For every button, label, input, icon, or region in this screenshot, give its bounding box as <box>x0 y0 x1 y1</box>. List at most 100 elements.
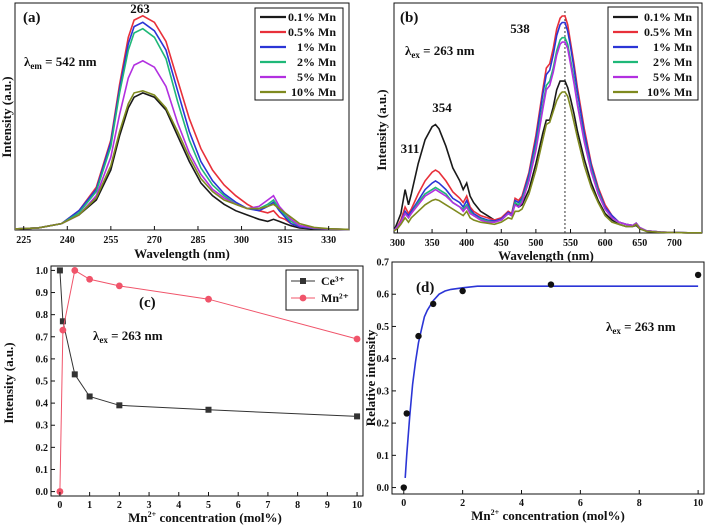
panel-c-point-ce <box>116 402 123 409</box>
panel-d-ticks: 0 2 4 6 8 10 0.0 0.1 0.2 0.3 0.4 0.5 0.6 0.7 <box>377 258 704 510</box>
panel-c-x-tick-label: 4 <box>176 500 181 511</box>
panel-d-lambda-ex: λex = 263 nm <box>606 319 676 336</box>
panel-a-x-tick-label: 300 <box>234 235 249 246</box>
panel-d-data-point <box>694 271 702 279</box>
panel-d-x-tick-label: 4 <box>519 498 524 509</box>
panel-b-series-group <box>393 15 702 234</box>
panel-a-legend-label: 10% Mn <box>291 85 336 99</box>
panel-c-legend-swatch-marker <box>300 278 306 284</box>
panel-b-x-axis-title: Wavelength (nm) <box>498 248 594 263</box>
panel-c-point-mn <box>59 326 67 334</box>
panel-c-x-tick-label: 6 <box>236 500 241 511</box>
panel-c-y-tick-label: 0.7 <box>36 332 49 343</box>
panel-d-y-tick-label: 0.5 <box>377 322 390 333</box>
panel-d-x-tick-label: 2 <box>460 498 465 509</box>
panel-b-frame <box>393 2 703 234</box>
panel-b-x-ticks: 300 350 400 450 500 550 600 650 700 <box>390 229 682 249</box>
panel-b-x-tick-label: 550 <box>563 238 578 249</box>
panel-d-frame <box>391 261 705 495</box>
panel-c-x-tick-label: 10 <box>352 500 362 511</box>
panel-c-y-tick-label: 0.1 <box>36 465 49 476</box>
panel-d-data-point <box>430 300 437 308</box>
panel-b-legend-label: 1% Mn <box>653 40 692 54</box>
panel-c-y-tick-label: 0.6 <box>36 354 49 365</box>
panel-d-x-axis-title: Mn2+ concentration (mol%) <box>471 508 625 523</box>
panel-a-x-tick-label: 225 <box>16 235 31 246</box>
panel-d-x-tick-label: 8 <box>637 498 642 509</box>
panel-d-y-tick-label: 0.1 <box>377 451 390 462</box>
panel-c-point-ce <box>86 393 93 400</box>
panel-d-x-tick-label: 10 <box>693 498 703 509</box>
panel-b-legend-label: 10% Mn <box>647 85 692 99</box>
panel-c-point-ce <box>354 413 361 420</box>
panel-b-x-tick-label: 700 <box>667 238 682 249</box>
panel-d-data-point <box>400 484 407 491</box>
panel-a-series-0-1-mn <box>14 92 350 231</box>
panel-a-series-group <box>14 14 350 231</box>
panel-b-series-10-mn <box>393 91 702 234</box>
panel-c-point-ce <box>59 318 66 325</box>
panel-a-x-tick-label: 240 <box>60 235 75 246</box>
panel-a-x-tick-label: 315 <box>278 235 293 246</box>
panel-c-point-ce <box>205 406 212 413</box>
panel-d-data-point <box>415 332 422 340</box>
panel-b-emission-spectra: 300 350 400 450 500 550 600 650 700 (b) λex = 26… <box>374 2 703 263</box>
panel-b-lambda-ex: λex = 263 nm <box>405 43 475 60</box>
panel-c-point-mn <box>353 335 361 343</box>
panel-c-y-tick-label: 0.3 <box>36 421 49 432</box>
panel-b-x-tick-label: 500 <box>528 238 543 249</box>
panel-a-excitation-spectra: 225 240 255 270 285 300 315 330 (a) λem = 542 n… <box>0 1 350 261</box>
panel-a-peak-label: 263 <box>130 1 150 16</box>
panel-c-x-axis-title: Mn2+ concentration (mol%) <box>128 510 282 525</box>
panel-c-y-tick-label: 0.8 <box>36 310 49 321</box>
panel-b-legend-label: 5% Mn <box>653 70 692 84</box>
panel-a-frame <box>14 2 350 231</box>
panel-a-legend-label: 1% Mn <box>297 40 336 54</box>
panel-a-lambda-em: λem = 542 nm <box>24 54 97 71</box>
panel-b-x-tick-label: 450 <box>494 238 509 249</box>
panel-a-series-10-mn <box>14 89 350 231</box>
panel-a-x-axis-title: Wavelength (nm) <box>134 246 230 261</box>
panel-c-x-tick-label: 3 <box>147 500 152 511</box>
panel-b-legend-label: 0.5% Mn <box>644 25 692 39</box>
panel-d-data-point <box>403 410 410 417</box>
panel-d-y-tick-label: 0.4 <box>377 354 390 365</box>
panel-c-x-tick-label: 1 <box>87 500 92 511</box>
panel-b-x-tick-label: 650 <box>632 238 647 249</box>
panel-b-series-5-mn <box>393 41 702 234</box>
panel-a-y-axis-title: Intensity (a.u.) <box>0 76 14 157</box>
panel-c-point-mn <box>86 275 94 283</box>
panel-c-y-tick-label: 0.9 <box>36 288 49 299</box>
panel-c-y-tick-label: 0.0 <box>36 487 49 498</box>
panel-b-x-tick-label: 400 <box>459 238 474 249</box>
panel-d-marks-group <box>400 271 702 491</box>
panel-a-series-2-mn <box>14 27 350 231</box>
panel-c-y-tick-label: 0.4 <box>36 399 49 410</box>
panel-b-y-axis-title: Intensity (a.u.) <box>374 89 389 170</box>
panel-c-x-tick-label: 2 <box>117 500 122 511</box>
panel-c-legend: Ce³⁺ Mn²⁺ <box>285 269 359 311</box>
panel-a-legend-label: 2% Mn <box>297 55 336 69</box>
panel-d-y-tick-label: 0.6 <box>377 290 390 301</box>
panel-c-point-ce <box>56 267 63 274</box>
panel-d-y-tick-label: 0.0 <box>377 483 390 494</box>
panel-b-x-tick-label: 300 <box>390 238 405 249</box>
panel-c-legend-box <box>285 269 359 311</box>
panel-d-data-point <box>547 281 555 288</box>
panel-a-x-tick-label: 330 <box>321 235 336 246</box>
panel-d-x-tick-label: 6 <box>578 498 583 509</box>
panel-d-y-tick-label: 0.3 <box>377 386 390 397</box>
panel-c-lambda-ex: λex = 263 nm <box>93 328 163 345</box>
panel-c-legend-label: Ce³⁺ <box>321 274 345 288</box>
panel-d-x-tick-label: 0 <box>401 498 406 509</box>
panel-c-point-mn <box>71 267 79 274</box>
panel-b-label: (b) <box>400 10 418 26</box>
panel-b-x-tick-label: 350 <box>425 238 440 249</box>
panel-a-x-tick-label: 255 <box>103 235 118 246</box>
panel-a-x-tick-label: 270 <box>147 235 162 246</box>
panel-d-y-tick-label: 0.7 <box>377 258 390 269</box>
panel-a-x-ticks: 225 240 255 270 285 300 315 330 <box>16 226 336 246</box>
panel-c-label: (c) <box>139 295 156 311</box>
